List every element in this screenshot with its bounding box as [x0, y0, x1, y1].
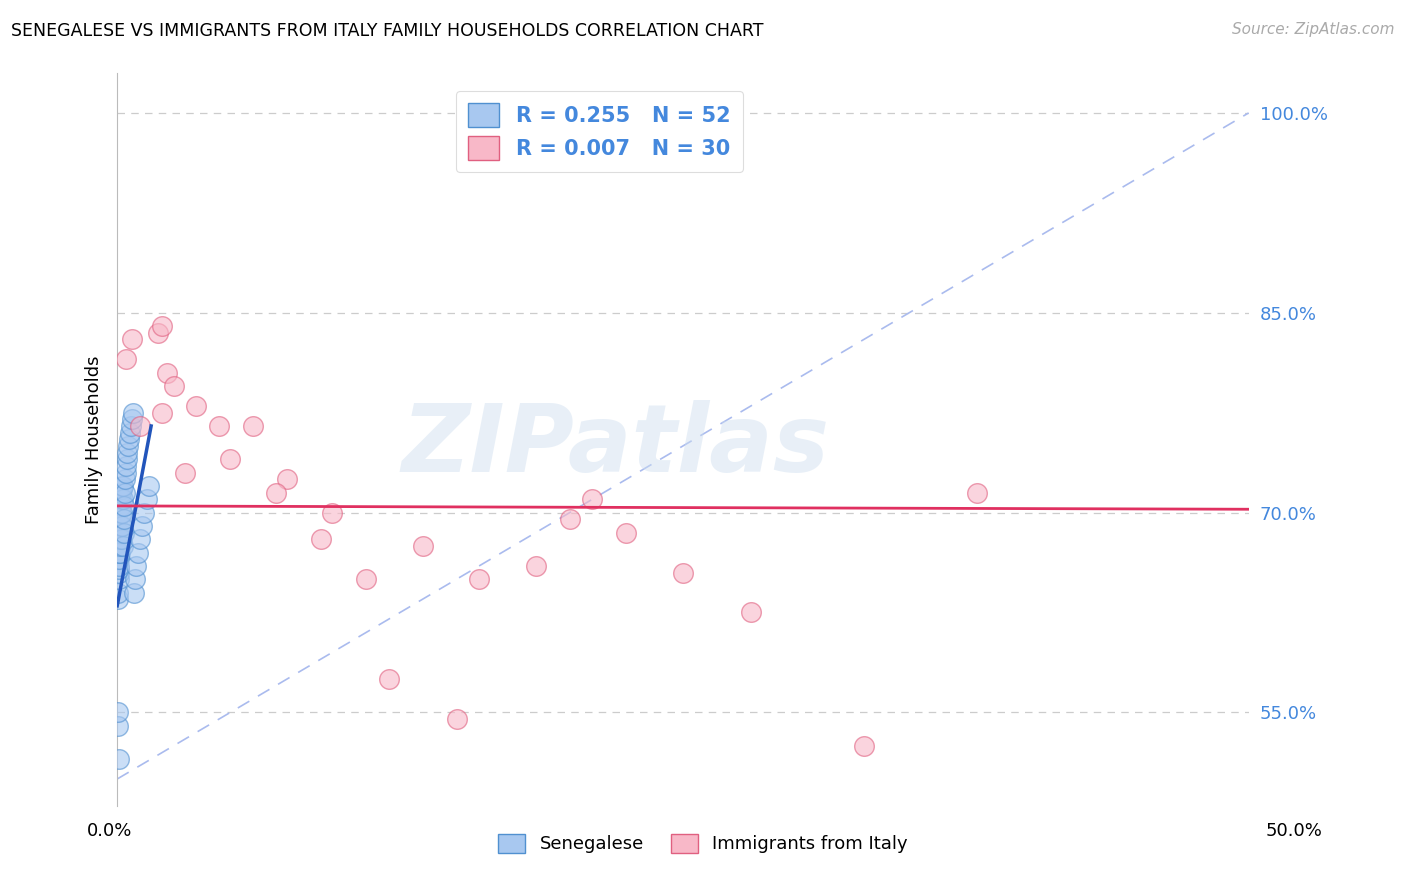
Point	[112, 539, 135, 553]
Point	[110, 506, 132, 520]
Point	[152, 319, 174, 334]
Point	[614, 525, 637, 540]
Point	[114, 472, 136, 486]
Point	[135, 492, 157, 507]
Point	[111, 519, 134, 533]
Point	[115, 452, 138, 467]
Point	[112, 499, 135, 513]
Point	[111, 533, 134, 547]
Point	[110, 499, 132, 513]
Point	[264, 485, 287, 500]
Point	[107, 719, 129, 733]
Point	[120, 419, 142, 434]
Point	[112, 525, 135, 540]
Point	[110, 492, 132, 507]
Point	[852, 739, 875, 753]
Point	[122, 406, 145, 420]
Point	[146, 326, 169, 340]
Point	[108, 533, 131, 547]
Point	[108, 545, 131, 559]
Text: 50.0%: 50.0%	[1265, 822, 1322, 840]
Point	[321, 506, 343, 520]
Point	[114, 466, 136, 480]
Point	[558, 512, 581, 526]
Point	[108, 558, 131, 573]
Point	[110, 485, 132, 500]
Text: SENEGALESE VS IMMIGRANTS FROM ITALY FAMILY HOUSEHOLDS CORRELATION CHART: SENEGALESE VS IMMIGRANTS FROM ITALY FAMI…	[11, 22, 763, 40]
Text: Source: ZipAtlas.com: Source: ZipAtlas.com	[1232, 22, 1395, 37]
Point	[108, 561, 131, 575]
Point	[111, 506, 134, 520]
Point	[672, 566, 695, 580]
Point	[108, 552, 131, 566]
Point	[412, 539, 434, 553]
Point	[163, 379, 186, 393]
Y-axis label: Family Households: Family Households	[86, 355, 103, 524]
Point	[124, 572, 146, 586]
Point	[121, 412, 143, 426]
Point	[156, 366, 179, 380]
Point	[740, 606, 762, 620]
Point	[115, 352, 138, 367]
Point	[186, 399, 208, 413]
Text: ZIPatlas: ZIPatlas	[401, 400, 830, 492]
Point	[138, 479, 160, 493]
Point	[122, 585, 145, 599]
Point	[208, 419, 231, 434]
Point	[128, 533, 150, 547]
Point	[107, 585, 129, 599]
Point	[128, 419, 150, 434]
Point	[127, 545, 149, 559]
Point	[966, 485, 988, 500]
Point	[110, 519, 132, 533]
Point	[107, 752, 129, 766]
Point	[111, 479, 134, 493]
Point	[111, 492, 134, 507]
Point	[108, 539, 131, 553]
Point	[174, 466, 197, 480]
Point	[131, 519, 153, 533]
Point	[111, 482, 134, 496]
Point	[354, 572, 377, 586]
Text: 0.0%: 0.0%	[87, 822, 132, 840]
Point	[115, 458, 138, 473]
Point	[581, 492, 603, 507]
Point	[107, 566, 129, 580]
Point	[446, 712, 468, 726]
Point	[107, 572, 129, 586]
Point	[242, 419, 264, 434]
Point	[121, 332, 143, 346]
Point	[117, 445, 139, 459]
Point	[125, 558, 148, 573]
Point	[134, 506, 156, 520]
Point	[112, 512, 135, 526]
Point	[111, 479, 134, 493]
Point	[276, 472, 298, 486]
Point	[108, 545, 131, 559]
Point	[152, 406, 174, 420]
Point	[110, 525, 132, 540]
Legend: Senegalese, Immigrants from Italy: Senegalese, Immigrants from Italy	[491, 826, 915, 861]
Point	[114, 485, 136, 500]
Point	[107, 592, 129, 607]
Point	[117, 433, 139, 447]
Point	[309, 533, 332, 547]
Point	[107, 706, 129, 720]
Point	[468, 572, 491, 586]
Point	[117, 439, 139, 453]
Point	[219, 452, 242, 467]
Point	[377, 672, 399, 686]
Point	[118, 425, 141, 440]
Point	[524, 558, 547, 573]
Legend: R = 0.255   N = 52, R = 0.007   N = 30: R = 0.255 N = 52, R = 0.007 N = 30	[456, 91, 744, 172]
